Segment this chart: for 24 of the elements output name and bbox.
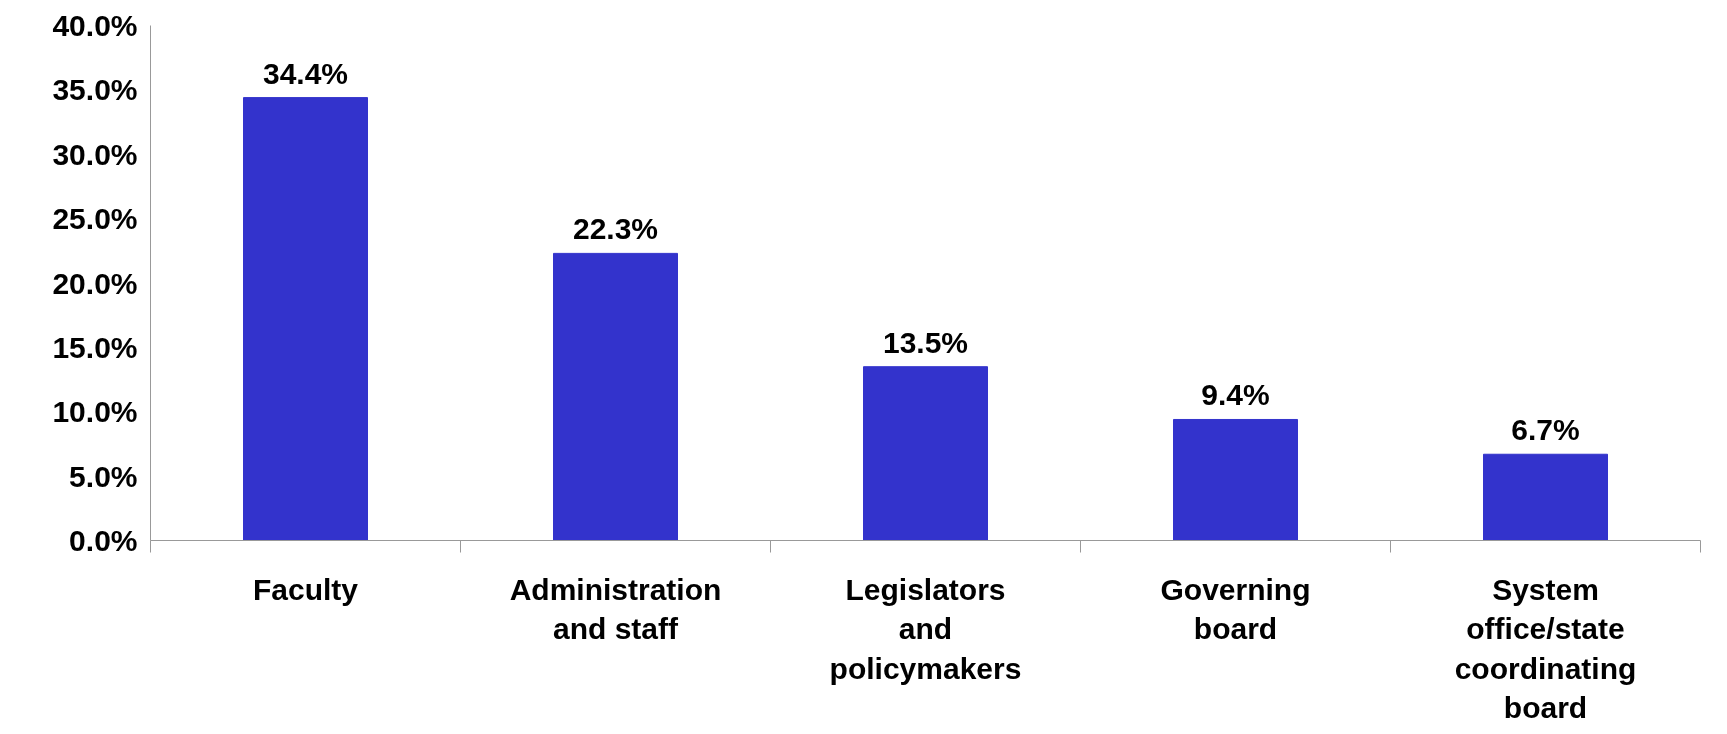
data-label: 13.5% (882, 325, 969, 359)
bar (243, 97, 368, 541)
x-tick-label: System office/state coordinating board (1454, 572, 1637, 725)
x-tick-label: Governing board (1160, 572, 1311, 646)
y-tick-label: 25.0% (52, 202, 138, 236)
data-label: 6.7% (1511, 413, 1580, 447)
y-tick-label: 10.0% (52, 395, 138, 429)
y-tick-label: 30.0% (52, 137, 138, 171)
y-tick-label: 0.0% (69, 524, 138, 557)
x-tick-label: Faculty (252, 572, 359, 606)
x-tick-label: Administration and staff (509, 572, 722, 646)
bar (863, 366, 988, 541)
data-label: 22.3% (572, 212, 659, 246)
y-tick-label: 5.0% (69, 459, 138, 493)
x-tick-label: Legislators and policymakers (829, 572, 1022, 685)
bar (1483, 453, 1608, 541)
data-label: 9.4% (1201, 378, 1270, 412)
bar (1173, 418, 1298, 541)
y-tick-label: 35.0% (52, 73, 138, 107)
y-tick-label: 20.0% (52, 266, 138, 300)
data-label: 34.4% (262, 56, 349, 90)
y-tick-label: 40.0% (52, 9, 138, 42)
bar (553, 252, 678, 541)
y-tick-label: 15.0% (52, 330, 138, 364)
